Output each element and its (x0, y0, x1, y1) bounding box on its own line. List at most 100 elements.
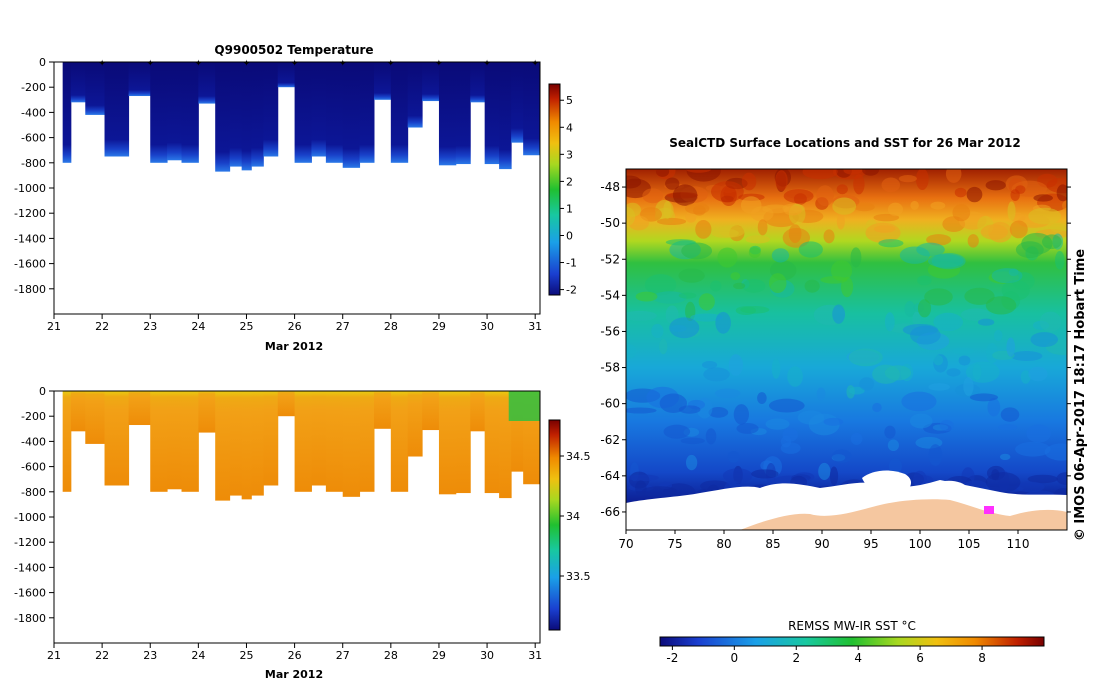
sst-texture-patch (757, 392, 767, 405)
sst-colorbar-tick-label: 8 (978, 651, 986, 665)
sst-texture-patch (910, 325, 941, 345)
temperature-x-label: Mar 2012 (265, 340, 323, 353)
profile-column (511, 62, 524, 143)
y-tick-label: -1400 (14, 232, 46, 245)
salinity-colorbar (548, 419, 561, 631)
sst-texture-patch (998, 424, 1018, 431)
profile-column (198, 391, 216, 433)
sst-texture-patch (1033, 194, 1053, 202)
salinity-y-axis: 0 -200 -400 -600 -800 -1000 -1200 -1400 -1600 -18… (14, 385, 54, 625)
sst-texture-patch (966, 186, 983, 203)
profile-column (470, 391, 486, 432)
sst-texture-patch (1054, 251, 1065, 270)
x-tick-label: 21 (47, 320, 61, 333)
sst-texture-patch (665, 239, 696, 246)
map-x-tick-label: 105 (958, 537, 981, 551)
sst-texture-patch (685, 169, 712, 173)
profile-column (150, 62, 168, 163)
sst-texture-patch (1010, 351, 1043, 362)
sst-texture-patch (782, 427, 798, 442)
sst-texture-patch (659, 338, 668, 355)
sst-texture-patch (1015, 481, 1045, 493)
sst-texture-patch (748, 247, 761, 258)
sst-texture-patch (680, 437, 705, 445)
sst-texture-patch (698, 293, 715, 311)
map-y-tick-label: -66 (600, 505, 620, 519)
sst-texture-patch (853, 174, 865, 195)
profile-column (62, 391, 72, 492)
profile-column (85, 391, 106, 444)
y-tick-label: -400 (21, 106, 46, 119)
sst-texture-patch (865, 222, 901, 244)
sst-texture-patch (1030, 332, 1059, 348)
colorbar-tick-label: 2 (566, 175, 573, 188)
sst-texture-patch (788, 224, 802, 244)
y-tick-label: -600 (21, 461, 46, 474)
sst-texture-patch (1015, 441, 1051, 457)
profile-column (359, 391, 375, 492)
profile-column (215, 391, 231, 501)
profile-column (407, 391, 423, 457)
sst-texture-patch (985, 472, 1021, 493)
sst-texture-patch (904, 300, 916, 318)
profile-column (342, 391, 361, 497)
sst-texture-patch (765, 418, 790, 430)
sst-texture-patch (954, 187, 967, 198)
profile-column (85, 62, 106, 115)
sst-texture-patch (655, 169, 670, 177)
profile-column (499, 391, 512, 499)
map-x-tick-label: 90 (814, 537, 829, 551)
x-tick-label: 26 (288, 320, 302, 333)
sst-texture-patch (669, 317, 700, 339)
y-tick-label: -1600 (14, 258, 46, 271)
sst-texture-patch (1006, 337, 1016, 357)
colorbar-tick-label: -1 (566, 257, 577, 270)
sst-texture-patch (695, 220, 712, 239)
profile-column (390, 391, 409, 492)
profile-column (181, 391, 199, 492)
map-y-tick-label: -58 (600, 361, 620, 375)
sst-texture-patch (823, 229, 835, 244)
salinity-colorbar-ticks: 34.5 34 33.5 (560, 450, 591, 583)
sst-texture-patch (888, 458, 902, 474)
sst-texture-patch (926, 234, 952, 246)
sst-colorbar-ticks: -2 0 2 4 6 8 (666, 646, 986, 665)
y-tick-label: -600 (21, 132, 46, 145)
sst-texture-patch (1050, 222, 1065, 233)
sst-texture-patch (980, 224, 1008, 240)
profile-column (128, 62, 151, 97)
x-tick-label: 29 (432, 320, 446, 333)
sst-texture-patch (912, 311, 921, 327)
sst-texture-patch (818, 462, 831, 481)
sst-texture-patch (952, 204, 971, 222)
profile-column (373, 62, 392, 100)
x-tick-label: 22 (95, 320, 109, 333)
sst-texture-patch (1028, 207, 1061, 225)
x-tick-label: 31 (528, 320, 542, 333)
map-y-tick-label: -48 (600, 180, 620, 194)
sst-texture-patch (977, 318, 995, 326)
profile-column (407, 62, 423, 128)
profile-column (70, 391, 86, 432)
y-tick-label: -1800 (14, 283, 46, 296)
sst-texture-patch (916, 242, 945, 257)
sst-texture-patch (685, 454, 698, 471)
temperature-y-axis: 0 -200 -400 -600 -800 -1000 -1200 -1400 -1600 -18… (14, 56, 54, 296)
sst-texture-patch (887, 439, 899, 452)
ice-patch-small (930, 480, 968, 494)
surface-marker: ✦ (98, 59, 106, 69)
sst-texture-patch (703, 367, 730, 382)
colorbar-tick-label: 34 (566, 510, 580, 523)
sst-texture-patch (762, 204, 790, 214)
sst-texture-patch (798, 241, 823, 258)
imos-timestamp-label: © IMOS 06-Apr-2017 18:17 Hobart Time (1073, 249, 1088, 541)
sst-texture-patch (823, 417, 844, 426)
sst-colorbar-tick-label: 0 (731, 651, 739, 665)
sst-colorbar-tick-label: -2 (666, 651, 678, 665)
y-tick-label: 0 (39, 385, 46, 398)
profile-column (251, 62, 264, 167)
colorbar-tick-label: 0 (566, 229, 573, 242)
sst-texture-patch (684, 202, 710, 215)
sst-texture-patch (717, 247, 738, 268)
sst-texture-patch (963, 376, 974, 396)
